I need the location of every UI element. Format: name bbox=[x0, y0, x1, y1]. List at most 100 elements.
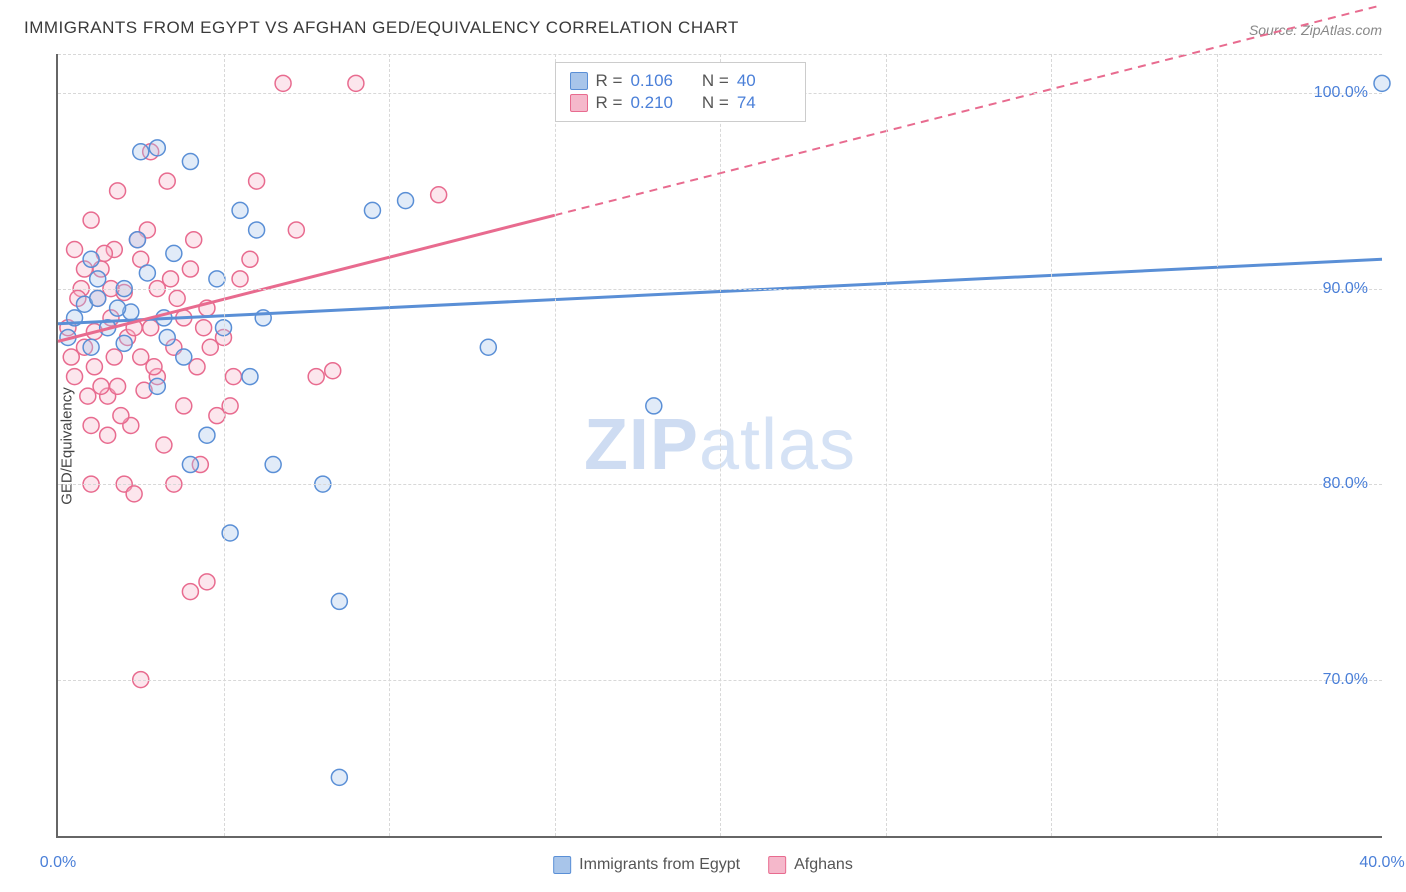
scatter-point bbox=[67, 369, 83, 385]
scatter-point bbox=[331, 769, 347, 785]
scatter-point bbox=[199, 574, 215, 590]
scatter-point bbox=[90, 290, 106, 306]
scatter-point bbox=[106, 349, 122, 365]
scatter-point bbox=[398, 193, 414, 209]
scatter-point bbox=[225, 369, 241, 385]
scatter-point bbox=[100, 427, 116, 443]
scatter-point bbox=[149, 378, 165, 394]
x-tick-label: 0.0% bbox=[40, 854, 76, 872]
scatter-point bbox=[222, 525, 238, 541]
scatter-point bbox=[646, 398, 662, 414]
scatter-point bbox=[149, 140, 165, 156]
scatter-point bbox=[249, 173, 265, 189]
scatter-point bbox=[83, 417, 99, 433]
scatter-point bbox=[129, 232, 145, 248]
scatter-point bbox=[116, 335, 132, 351]
x-tick-label: 40.0% bbox=[1359, 854, 1404, 872]
gridline-v bbox=[389, 54, 390, 836]
stat-r-value: 0.210 bbox=[630, 93, 684, 113]
scatter-point bbox=[199, 427, 215, 443]
stats-box: R = 0.106 N = 40 R = 0.210 N = 74 bbox=[555, 62, 806, 122]
scatter-point bbox=[67, 242, 83, 258]
stat-r-label: R = bbox=[596, 71, 623, 91]
scatter-point bbox=[1374, 75, 1390, 91]
scatter-point bbox=[242, 251, 258, 267]
scatter-point bbox=[182, 457, 198, 473]
scatter-point bbox=[166, 245, 182, 261]
scatter-point bbox=[186, 232, 202, 248]
scatter-point bbox=[169, 290, 185, 306]
scatter-point bbox=[348, 75, 364, 91]
scatter-point bbox=[222, 398, 238, 414]
legend-label-egypt: Immigrants from Egypt bbox=[579, 856, 740, 874]
stats-row: R = 0.210 N = 74 bbox=[570, 93, 791, 113]
y-tick-label: 70.0% bbox=[1323, 671, 1368, 689]
legend-swatch-egypt bbox=[553, 856, 571, 874]
y-tick-label: 100.0% bbox=[1314, 84, 1368, 102]
chart-container: IMMIGRANTS FROM EGYPT VS AFGHAN GED/EQUI… bbox=[0, 0, 1406, 892]
scatter-point bbox=[431, 187, 447, 203]
scatter-point bbox=[159, 173, 175, 189]
scatter-point bbox=[83, 212, 99, 228]
scatter-point bbox=[288, 222, 304, 238]
stat-n-value: 74 bbox=[737, 93, 791, 113]
scatter-point bbox=[182, 261, 198, 277]
scatter-point bbox=[110, 183, 126, 199]
bottom-legend: Immigrants from Egypt Afghans bbox=[553, 856, 853, 874]
gridline-v bbox=[555, 54, 556, 836]
legend-item-egypt: Immigrants from Egypt bbox=[553, 856, 740, 874]
scatter-point bbox=[209, 271, 225, 287]
stats-row: R = 0.106 N = 40 bbox=[570, 71, 791, 91]
chart-title: IMMIGRANTS FROM EGYPT VS AFGHAN GED/EQUI… bbox=[24, 18, 739, 38]
scatter-point bbox=[139, 265, 155, 281]
gridline-v bbox=[720, 54, 721, 836]
stat-n-label: N = bbox=[692, 93, 728, 113]
scatter-point bbox=[163, 271, 179, 287]
legend-swatch-afghans bbox=[768, 856, 786, 874]
source-label: Source: bbox=[1249, 22, 1297, 38]
scatter-point bbox=[182, 154, 198, 170]
scatter-point bbox=[480, 339, 496, 355]
scatter-point bbox=[176, 349, 192, 365]
y-tick-label: 80.0% bbox=[1323, 475, 1368, 493]
scatter-point bbox=[242, 369, 258, 385]
stats-swatch bbox=[570, 94, 588, 112]
source-name: ZipAtlas.com bbox=[1301, 22, 1382, 38]
stat-r-value: 0.106 bbox=[630, 71, 684, 91]
scatter-point bbox=[249, 222, 265, 238]
scatter-point bbox=[126, 486, 142, 502]
scatter-point bbox=[232, 271, 248, 287]
gridline-v bbox=[1217, 54, 1218, 836]
scatter-point bbox=[308, 369, 324, 385]
scatter-point bbox=[364, 202, 380, 218]
scatter-point bbox=[83, 339, 99, 355]
scatter-point bbox=[93, 378, 109, 394]
legend-label-afghans: Afghans bbox=[794, 856, 853, 874]
scatter-point bbox=[133, 144, 149, 160]
stat-n-value: 40 bbox=[737, 71, 791, 91]
scatter-point bbox=[156, 437, 172, 453]
scatter-point bbox=[325, 363, 341, 379]
scatter-point bbox=[265, 457, 281, 473]
scatter-point bbox=[90, 271, 106, 287]
plot-area: ZIPatlas 70.0%80.0%90.0%100.0%0.0%40.0%R… bbox=[56, 54, 1382, 838]
scatter-point bbox=[182, 584, 198, 600]
scatter-point bbox=[159, 329, 175, 345]
scatter-point bbox=[202, 339, 218, 355]
scatter-point bbox=[275, 75, 291, 91]
scatter-point bbox=[331, 593, 347, 609]
scatter-point bbox=[113, 408, 129, 424]
scatter-point bbox=[63, 349, 79, 365]
y-tick-label: 90.0% bbox=[1323, 280, 1368, 298]
scatter-point bbox=[176, 398, 192, 414]
scatter-point bbox=[86, 359, 102, 375]
stat-n-label: N = bbox=[692, 71, 728, 91]
stat-r-label: R = bbox=[596, 93, 623, 113]
source-attribution: Source: ZipAtlas.com bbox=[1249, 22, 1382, 38]
gridline-v bbox=[1051, 54, 1052, 836]
scatter-point bbox=[110, 300, 126, 316]
legend-item-afghans: Afghans bbox=[768, 856, 853, 874]
scatter-point bbox=[83, 251, 99, 267]
scatter-point bbox=[196, 320, 212, 336]
scatter-point bbox=[232, 202, 248, 218]
